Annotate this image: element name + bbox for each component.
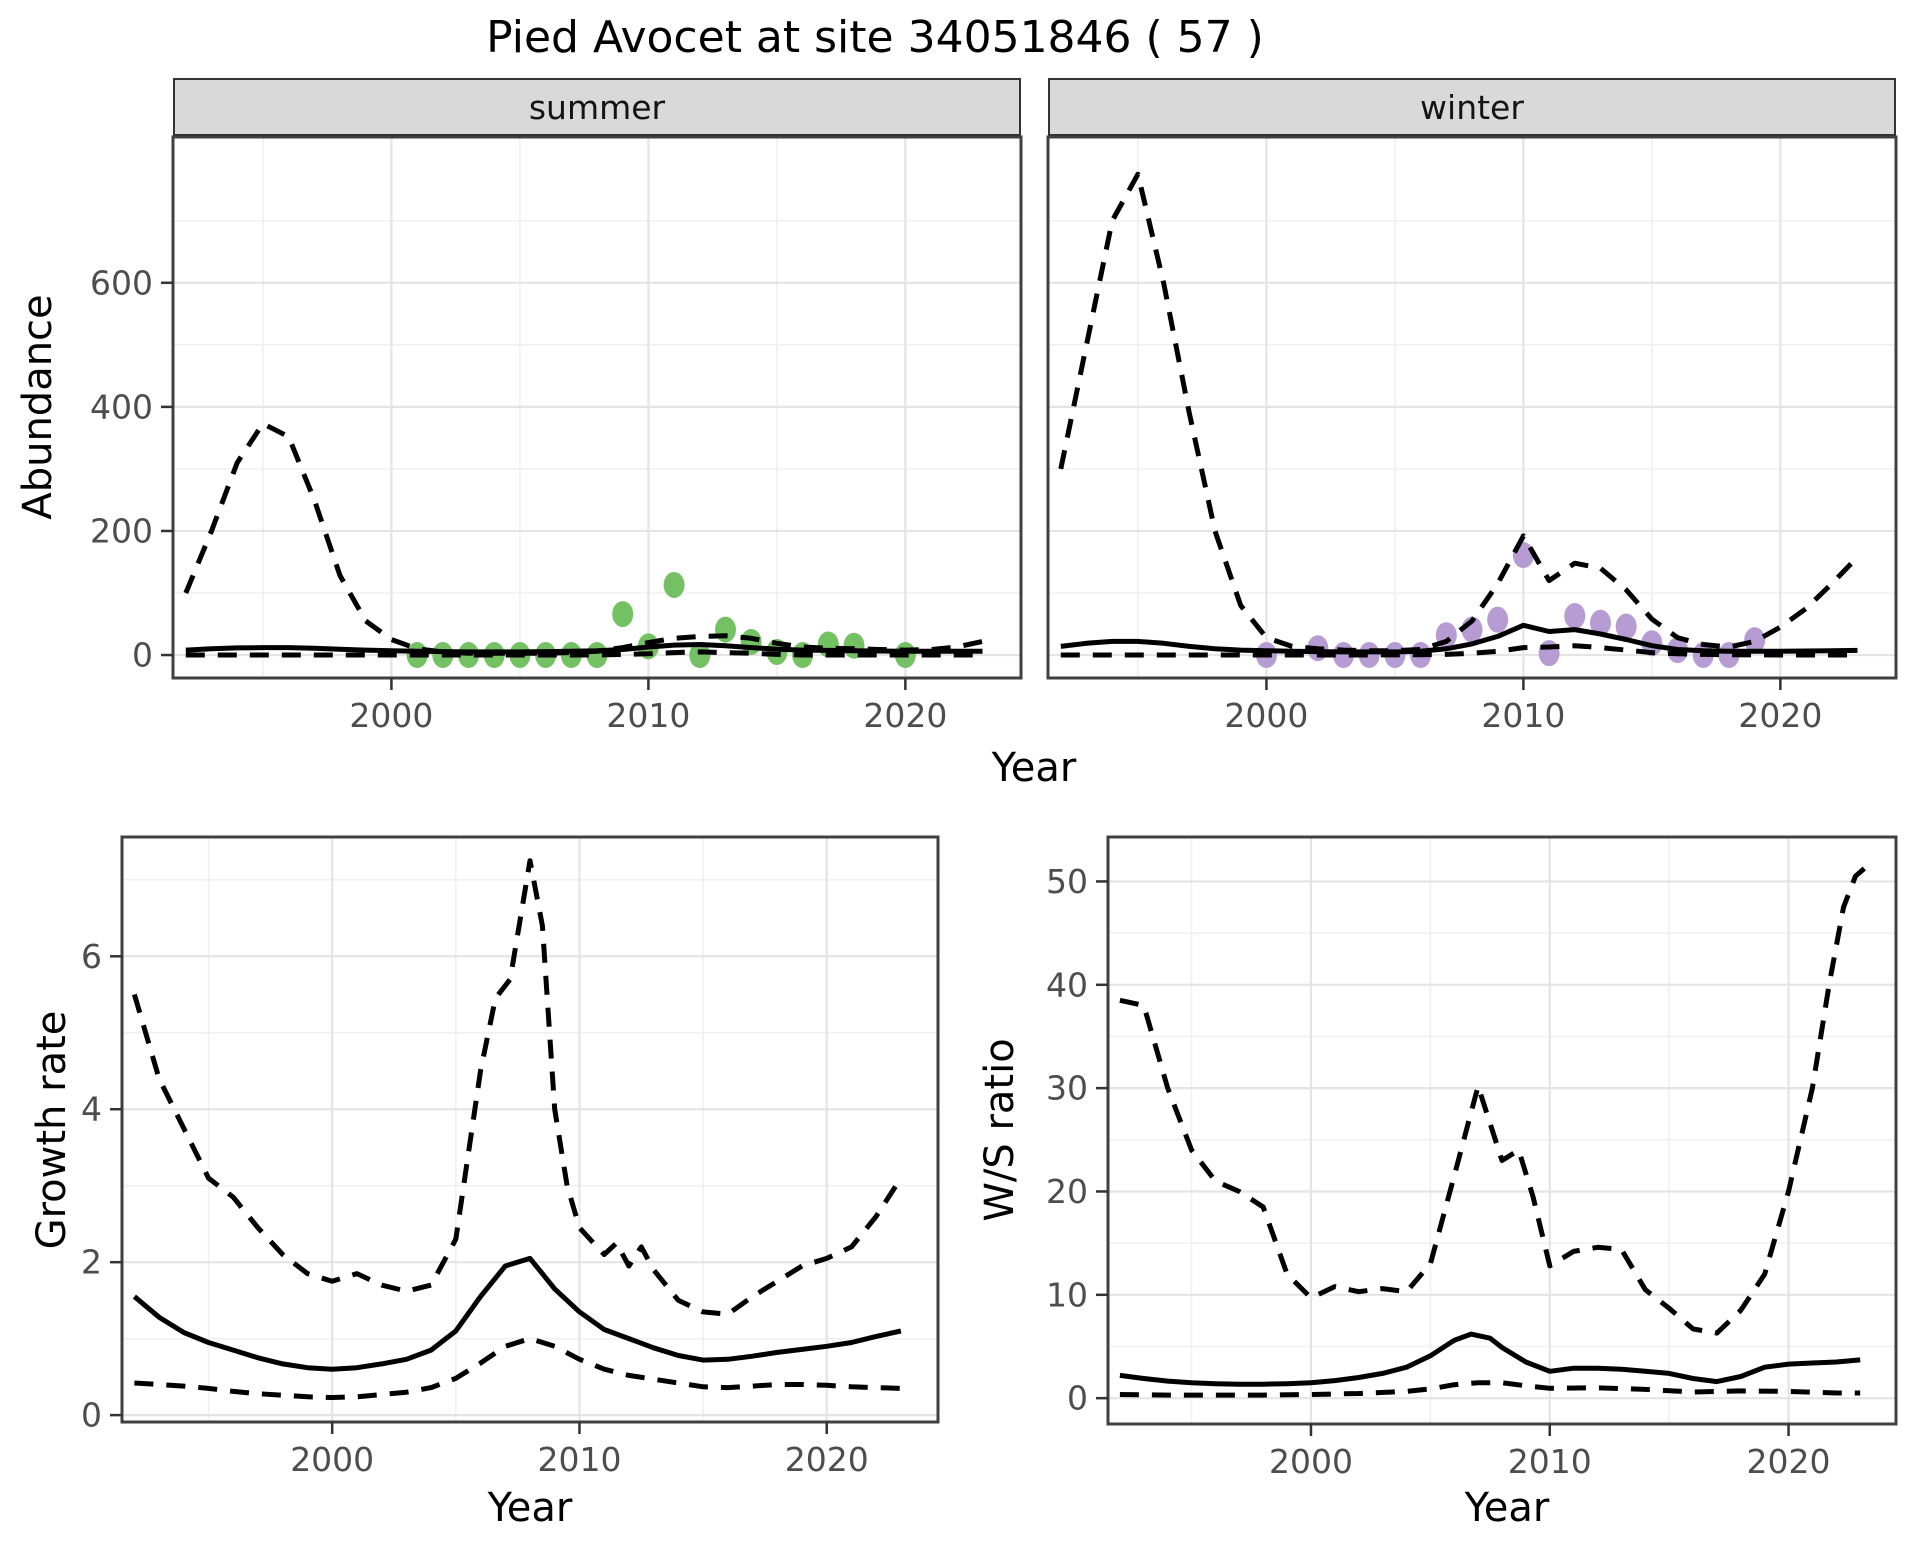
ci-lower-line (185, 649, 983, 658)
fit-line (185, 642, 983, 655)
ci-lower-line (1060, 643, 1858, 658)
x-tick-label: 2000 (1269, 1442, 1353, 1481)
y-tick-label: 400 (90, 387, 153, 426)
panel-border (120, 835, 940, 1424)
x-tick-label: 2020 (863, 696, 947, 735)
y-tick-label: 50 (1046, 862, 1088, 901)
facet-strip-summer: summer (173, 78, 1021, 136)
y-tick-label: 0 (1067, 1379, 1088, 1418)
x-tick-label: 2020 (1747, 1442, 1831, 1481)
y-axis-title-ws-ratio: W/S ratio (977, 1038, 1023, 1222)
y-tick-label: 200 (90, 511, 153, 550)
x-axis-title-year-top: Year (991, 745, 1077, 791)
y-axis-title-growth-rate: Growth rate (29, 1010, 75, 1250)
observed-point (689, 642, 711, 669)
y-axis-title-abundance: Abundance (15, 294, 61, 520)
facet-strip-winter-label: winter (1420, 87, 1524, 127)
observed-point (612, 601, 634, 628)
ci-lower-line (134, 1336, 901, 1400)
observed-point (1538, 640, 1560, 667)
observed-point (1589, 609, 1611, 636)
y-tick-label: 6 (81, 937, 102, 976)
fit-line (1119, 1331, 1861, 1387)
fit-line (132, 1255, 902, 1372)
y-tick-label: 4 (81, 1090, 102, 1129)
y-tick-label: 30 (1046, 1069, 1088, 1108)
observed-point (1564, 602, 1586, 629)
x-tick-label: 2010 (1481, 696, 1565, 735)
y-tick-label: 20 (1046, 1172, 1088, 1211)
x-axis-title-year-bottom-right: Year (1464, 1485, 1550, 1531)
y-tick-label: 40 (1046, 965, 1088, 1004)
panel-border (1046, 135, 1898, 680)
y-tick-label: 0 (132, 636, 153, 675)
y-tick-label: 10 (1046, 1275, 1088, 1314)
x-tick-label: 2010 (606, 696, 690, 735)
ci-lower-line (1119, 1380, 1861, 1398)
x-tick-label: 2000 (290, 1440, 374, 1479)
y-tick-label: 600 (90, 263, 153, 302)
facet-strip-winter: winter (1048, 78, 1896, 136)
x-tick-label: 2000 (349, 696, 433, 735)
x-tick-label: 2010 (1508, 1442, 1592, 1481)
y-tick-label: 2 (81, 1243, 102, 1282)
chart-title: Pied Avocet at site 34051846 ( 57 ) (486, 12, 1264, 63)
panel-bg (122, 837, 938, 1422)
observed-point (1615, 613, 1637, 640)
x-tick-label: 2020 (1738, 696, 1822, 735)
ci-upper-line (132, 858, 903, 1317)
y-tick-label: 0 (81, 1396, 102, 1435)
panel-border (1106, 835, 1898, 1426)
facet-strip-summer-label: summer (528, 87, 666, 127)
x-tick-label: 2000 (1224, 696, 1308, 735)
x-tick-label: 2010 (537, 1440, 621, 1479)
observed-point (1487, 606, 1509, 633)
observed-point (714, 616, 736, 643)
x-tick-label: 2020 (785, 1440, 869, 1479)
fit-line (1060, 622, 1858, 655)
ci-upper-line (1119, 864, 1869, 1336)
panel-bg (1108, 837, 1896, 1424)
observed-point (663, 571, 685, 598)
observed-point (1744, 627, 1766, 654)
x-axis-title-year-bottom-left: Year (487, 1485, 573, 1531)
observed-point (1718, 642, 1740, 669)
